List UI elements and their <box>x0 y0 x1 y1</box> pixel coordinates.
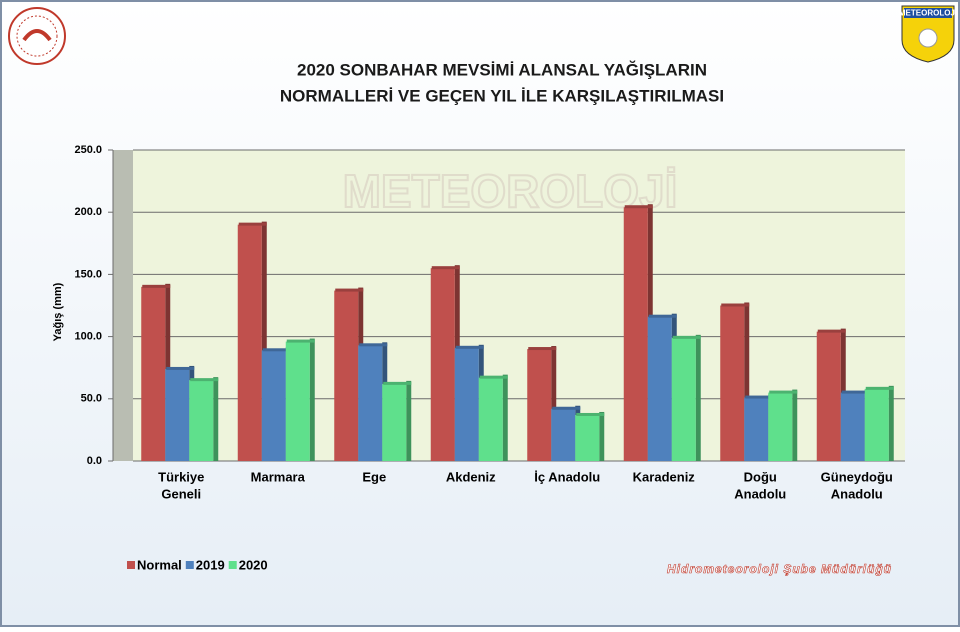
bar <box>165 368 190 461</box>
bar-top <box>672 335 701 339</box>
bar <box>720 305 745 461</box>
legend-swatch <box>185 561 194 569</box>
chart-title: 2020 SONBAHAR MEVSİMİ ALANSAL YAĞIŞLARIN <box>297 60 707 79</box>
meteoroloji-logo: METEOROLOJİ <box>899 5 957 63</box>
bar <box>840 392 865 461</box>
bar <box>768 392 793 461</box>
x-tick-label: Türkiye <box>158 469 204 484</box>
x-tick-label: İç Anadolu <box>534 469 600 484</box>
legend-label: Normal <box>137 557 182 572</box>
bar-top <box>359 343 388 347</box>
bar-top <box>528 347 557 351</box>
legend-label: 2019 <box>196 557 225 572</box>
bar-top <box>769 390 798 394</box>
bar-top <box>721 303 750 307</box>
logo-text: METEOROLOJİ <box>899 9 957 18</box>
bar-side <box>695 334 701 461</box>
y-tick-label: 250.0 <box>74 144 102 156</box>
bar <box>623 207 648 461</box>
bar <box>671 337 696 461</box>
y-axis-label: Yağış (mm) <box>52 282 64 341</box>
y-tick-label: 100.0 <box>74 331 102 343</box>
bar-top <box>431 266 460 270</box>
bar-top <box>335 288 364 292</box>
bar-top <box>479 375 508 379</box>
bar <box>334 290 359 461</box>
bar <box>285 341 310 461</box>
bar-top <box>624 205 653 209</box>
x-tick-label: Anadolu <box>734 486 786 501</box>
bar <box>575 414 600 461</box>
bar-top <box>817 329 846 333</box>
bar <box>647 316 672 461</box>
bar <box>744 397 769 461</box>
bar <box>527 349 552 461</box>
bar-side <box>309 338 315 461</box>
bar-top <box>238 222 267 226</box>
bar <box>141 286 166 461</box>
bar <box>237 224 262 461</box>
watermark: METEOROLOJİ <box>343 165 678 217</box>
bar <box>454 347 479 461</box>
legend-swatch <box>228 561 237 569</box>
bar <box>478 377 503 461</box>
bar-top <box>841 390 870 394</box>
bar <box>864 388 889 461</box>
bar-top <box>286 339 315 343</box>
x-tick-label: Marmara <box>251 469 306 484</box>
x-tick-label: Ege <box>362 469 386 484</box>
bar-top <box>166 366 195 370</box>
y-tick-label: 50.0 <box>81 393 102 405</box>
x-tick-label: Doğu <box>744 469 777 484</box>
bar-top <box>648 314 677 318</box>
bar-top <box>745 395 774 399</box>
bar-side <box>551 346 557 461</box>
bar-side <box>261 221 267 461</box>
bar-side <box>888 385 894 461</box>
chart-title: NORMALLERİ VE GEÇEN YIL İLE KARŞILAŞTIRI… <box>280 86 724 105</box>
bar-side <box>406 380 412 461</box>
y-tick-label: 200.0 <box>74 206 102 218</box>
bar-side <box>502 374 508 461</box>
side-wall <box>113 150 133 461</box>
bar-side <box>792 389 798 461</box>
bar-top <box>455 345 484 349</box>
bar-top <box>190 378 219 382</box>
y-tick-label: 150.0 <box>74 268 102 280</box>
x-tick-label: Geneli <box>161 486 201 501</box>
bar <box>261 350 286 461</box>
footer: Hidrometeoroloji Şube Müdürlüğü <box>667 562 892 576</box>
bar <box>816 331 841 461</box>
bar-top <box>262 348 291 352</box>
bar-side <box>599 411 605 461</box>
bar <box>430 268 455 461</box>
bar <box>358 345 383 461</box>
bar-top <box>865 386 894 390</box>
bar-side <box>213 377 219 461</box>
y-tick-label: 0.0 <box>87 455 102 467</box>
bar-top <box>142 284 171 288</box>
bar-top <box>383 381 412 385</box>
x-tick-label: Akdeniz <box>446 469 496 484</box>
bar-top <box>576 412 605 416</box>
bar <box>551 408 576 461</box>
legend-swatch <box>127 561 135 569</box>
bar-side <box>744 302 750 461</box>
x-tick-label: Anadolu <box>831 486 883 501</box>
ministry-logo <box>8 7 66 65</box>
x-tick-label: Karadeniz <box>633 469 696 484</box>
bar-top <box>552 406 581 410</box>
x-tick-label: Güneydoğu <box>821 469 893 484</box>
legend-label: 2020 <box>239 557 268 572</box>
bar <box>189 380 214 461</box>
bar <box>382 383 407 461</box>
